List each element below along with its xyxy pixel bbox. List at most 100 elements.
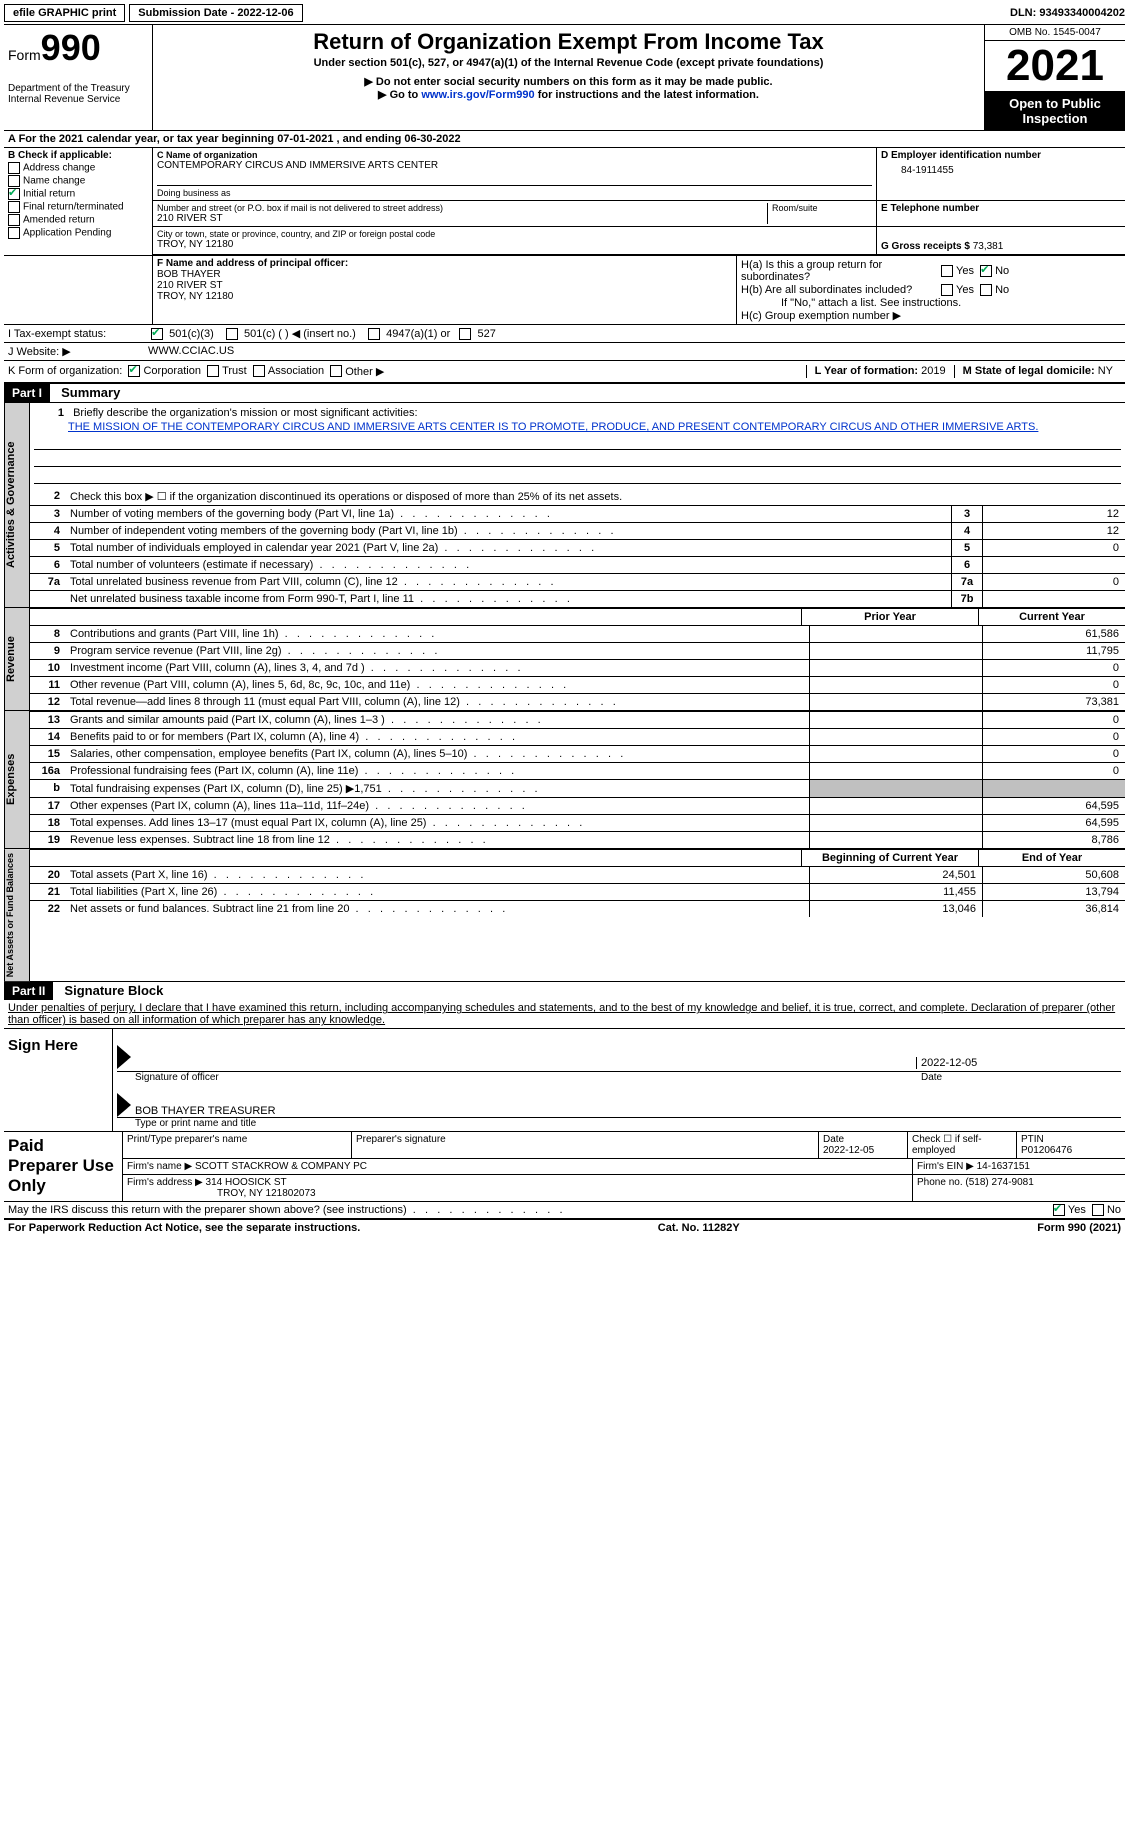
checkbox-501c[interactable] [226,328,238,340]
checkbox-corp[interactable] [128,365,140,377]
officer-group-section: F Name and address of principal officer:… [4,255,1125,324]
catalog-number: Cat. No. 11282Y [658,1222,740,1234]
submission-date-button[interactable]: Submission Date - 2022-12-06 [129,4,302,22]
checkbox-app-pending[interactable] [8,227,20,239]
website-value: WWW.CCIAC.US [148,345,234,358]
form-label: Form [8,47,41,63]
data-line: 21 Total liabilities (Part X, line 26) 1… [30,883,1125,900]
ptin-label: PTIN [1021,1134,1044,1145]
website-label: J Website: ▶ [8,345,148,358]
label-final-return: Final return/terminated [23,202,124,213]
checkbox-4947[interactable] [368,328,380,340]
firm-ein-value: 14-1637151 [977,1161,1030,1172]
form-header: Form990 Department of the Treasury Inter… [4,24,1125,130]
checkbox-initial-return[interactable] [8,188,20,200]
opt-corp: Corporation [143,365,200,378]
opt-assoc: Association [268,365,324,378]
tax-year: 2021 [985,40,1125,92]
paid-preparer-section: Paid Preparer Use Only Print/Type prepar… [4,1131,1125,1201]
mission-label: Briefly describe the organization's miss… [73,407,417,419]
ptin-value: P01206476 [1021,1145,1072,1156]
row-a-tax-year: A For the 2021 calendar year, or tax yea… [4,130,1125,147]
city-value: TROY, NY 12180 [157,239,872,250]
part2-badge: Part II [4,982,53,1000]
firm-addr2: TROY, NY 121802073 [127,1188,316,1199]
firm-addr1: 314 HOOSICK ST [206,1177,287,1188]
data-line: 15 Salaries, other compensation, employe… [30,745,1125,762]
page-footer: For Paperwork Reduction Act Notice, see … [4,1218,1125,1236]
vtab-netassets: Net Assets or Fund Balances [4,849,30,981]
discuss-row: May the IRS discuss this return with the… [4,1201,1125,1218]
data-line: 22 Net assets or fund balances. Subtract… [30,900,1125,917]
print-preparer-label: Print/Type preparer's name [123,1132,352,1158]
discuss-yes-checkbox[interactable] [1053,1204,1065,1216]
checkbox-assoc[interactable] [253,365,265,377]
firm-name-value: SCOTT STACKROW & COMPANY PC [195,1161,367,1172]
opt-501c3: 501(c)(3) [169,328,214,340]
tax-status-row: I Tax-exempt status: 501(c)(3) 501(c) ( … [4,324,1125,342]
officer-label: F Name and address of principal officer: [157,258,732,269]
checkbox-final-return[interactable] [8,201,20,213]
label-app-pending: Application Pending [23,228,111,239]
checkbox-501c3[interactable] [151,328,163,340]
ssn-note: ▶ Do not enter social security numbers o… [157,75,980,88]
paid-preparer-label: Paid Preparer Use Only [4,1132,123,1201]
ein-label: D Employer identification number [881,150,1121,161]
mission-text: THE MISSION OF THE CONTEMPORARY CIRCUS A… [68,421,1121,433]
vtab-revenue: Revenue [4,608,30,710]
form-number: 990 [41,27,101,68]
label-amended: Amended return [23,215,95,226]
data-line: 8 Contributions and grants (Part VIII, l… [30,625,1125,642]
data-line: 14 Benefits paid to or for members (Part… [30,728,1125,745]
discuss-no-checkbox[interactable] [1092,1204,1104,1216]
dba-label: Doing business as [157,185,872,198]
domicile-value: NY [1098,365,1113,377]
firm-ein-label: Firm's EIN ▶ [917,1161,974,1172]
gross-receipts-label: G Gross receipts $ [881,241,970,252]
org-form-row: K Form of organization: Corporation Trus… [4,360,1125,383]
officer-street: 210 RIVER ST [157,280,732,291]
checkbox-trust[interactable] [207,365,219,377]
data-line: 9 Program service revenue (Part VIII, li… [30,642,1125,659]
part2-title: Signature Block [56,983,163,998]
irs-label: Internal Revenue Service [8,94,148,105]
ha-no-checkbox[interactable] [980,265,992,277]
street-label: Number and street (or P.O. box if mail i… [157,203,767,213]
data-line: 20 Total assets (Part X, line 16) 24,501… [30,866,1125,883]
hb-yes-checkbox[interactable] [941,284,953,296]
checkbox-address-change[interactable] [8,162,20,174]
data-line: b Total fundraising expenses (Part IX, c… [30,779,1125,797]
line2-desc: Check this box ▶ ☐ if the organization d… [66,488,1125,505]
firm-phone-label: Phone no. [917,1177,963,1188]
opt-other: Other ▶ [345,365,384,378]
efile-button[interactable]: efile GRAPHIC print [4,4,125,22]
paperwork-notice: For Paperwork Reduction Act Notice, see … [8,1222,360,1234]
dln-label: DLN: 93493340004202 [1010,7,1125,19]
irs-link[interactable]: www.irs.gov/Form990 [421,89,534,101]
sig-officer-label: Signature of officer [117,1072,917,1083]
ein-value: 84-1911455 [881,165,1121,176]
dept-label: Department of the Treasury [8,83,148,94]
date-label: Date [917,1072,1121,1083]
form-page-label: Form 990 (2021) [1037,1222,1121,1234]
form-subtitle: Under section 501(c), 527, or 4947(a)(1)… [157,57,980,69]
checkbox-amended[interactable] [8,214,20,226]
data-line: 16a Professional fundraising fees (Part … [30,762,1125,779]
part2-header-row: Part II Signature Block [4,981,1125,1000]
firm-name-label: Firm's name ▶ [127,1161,192,1172]
ha-yes-checkbox[interactable] [941,265,953,277]
goto-suffix: for instructions and the latest informat… [535,89,759,101]
checkbox-527[interactable] [459,328,471,340]
arrow-icon [117,1045,131,1069]
sign-here-row: Sign Here 2022-12-05 Signature of office… [4,1028,1125,1131]
sig-date: 2022-12-05 [916,1057,1121,1069]
vtab-expenses: Expenses [4,711,30,848]
checkbox-other[interactable] [330,365,342,377]
data-line: 10 Investment income (Part VIII, column … [30,659,1125,676]
type-name-label: Type or print name and title [117,1118,1121,1129]
sign-here-label: Sign Here [4,1029,113,1131]
org-name: CONTEMPORARY CIRCUS AND IMMERSIVE ARTS C… [157,160,872,171]
hb-no-checkbox[interactable] [980,284,992,296]
gov-line: 6 Total number of volunteers (estimate i… [30,556,1125,573]
data-line: 19 Revenue less expenses. Subtract line … [30,831,1125,848]
